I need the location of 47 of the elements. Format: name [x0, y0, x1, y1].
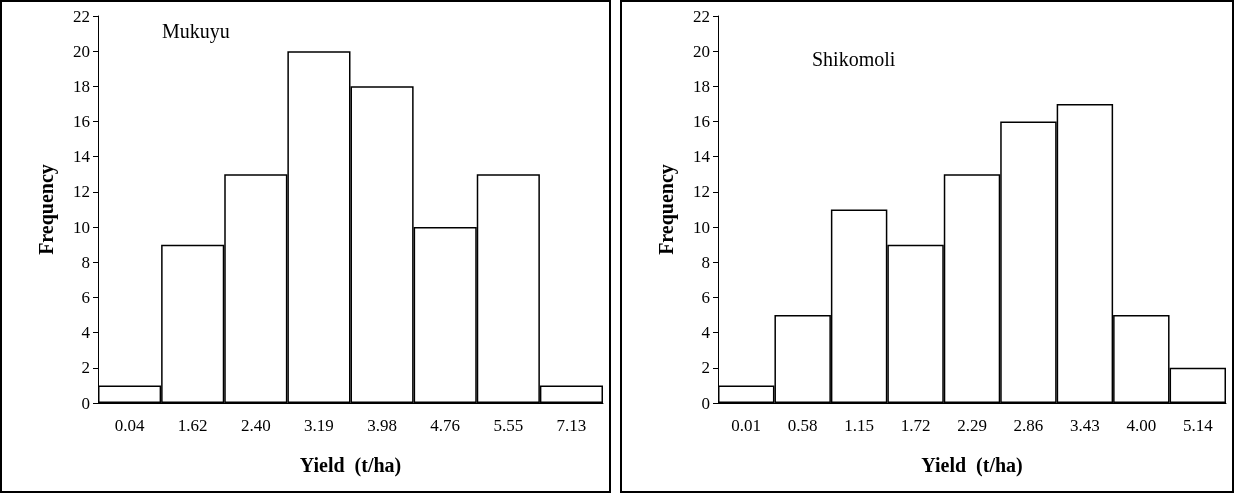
x-tick-label: 5.55 [493, 416, 524, 435]
y-tick-label: 22 [693, 6, 710, 26]
y-tick-label: 14 [693, 147, 711, 167]
x-axis-title: Yield (t/ha) [299, 454, 402, 477]
y-axis-title: Frequency [655, 164, 678, 255]
x-tick-label: 5.14 [1182, 416, 1214, 435]
y-tick-label: 20 [73, 41, 90, 61]
y-tick-label: 12 [693, 182, 710, 202]
y-axis-title: Frequency [35, 164, 58, 255]
x-tick-label: 3.43 [1070, 416, 1100, 435]
y-tick-label: 2 [81, 358, 90, 378]
x-tick-label: 2.29 [957, 416, 987, 435]
x-tick-label: 0.01 [731, 416, 762, 435]
x-tick-label: 1.62 [177, 416, 208, 435]
y-tick-label: 10 [73, 217, 90, 237]
y-tick-label: 8 [81, 252, 90, 272]
x-tick-label: 4.00 [1126, 416, 1157, 435]
x-tick-label: 1.15 [844, 416, 874, 435]
y-tick-label: 16 [693, 112, 710, 132]
x-tick-label: 2.86 [1013, 416, 1044, 435]
y-tick-label: 2 [701, 358, 710, 378]
y-tick-label: 12 [73, 182, 90, 202]
text: Shikomoli [812, 48, 896, 70]
x-tick-label: 1.72 [900, 416, 931, 435]
y-tick-label: 14 [73, 147, 91, 167]
x-tick-label: 4.76 [430, 416, 461, 435]
y-tick-label: 18 [693, 76, 710, 96]
y-tick-label: 18 [73, 76, 90, 96]
x-axis-title: Yield (t/ha) [921, 454, 1023, 477]
chart-title: Mukuyu [162, 20, 230, 43]
x-tick-label: 3.19 [304, 416, 334, 435]
y-tick-label: 4 [701, 323, 711, 343]
y-tick-label: 8 [701, 252, 710, 272]
x-tick-label: 0.04 [114, 416, 145, 435]
y-tick-label: 0 [81, 393, 90, 413]
x-tick-label: 7.13 [556, 416, 587, 435]
y-tick-label: 6 [701, 287, 710, 307]
x-tick-label: 3.98 [367, 416, 397, 435]
y-tick-label: 20 [693, 41, 710, 61]
x-tick-label: 2.40 [240, 416, 271, 435]
y-tick-label: 10 [693, 217, 710, 237]
y-tick-label: 22 [73, 6, 90, 26]
y-tick-label: 6 [81, 287, 90, 307]
y-tick-label: 4 [81, 323, 91, 343]
x-tick-label: 0.58 [787, 416, 818, 435]
y-tick-label: 16 [73, 112, 90, 132]
y-tick-label: 0 [701, 393, 710, 413]
